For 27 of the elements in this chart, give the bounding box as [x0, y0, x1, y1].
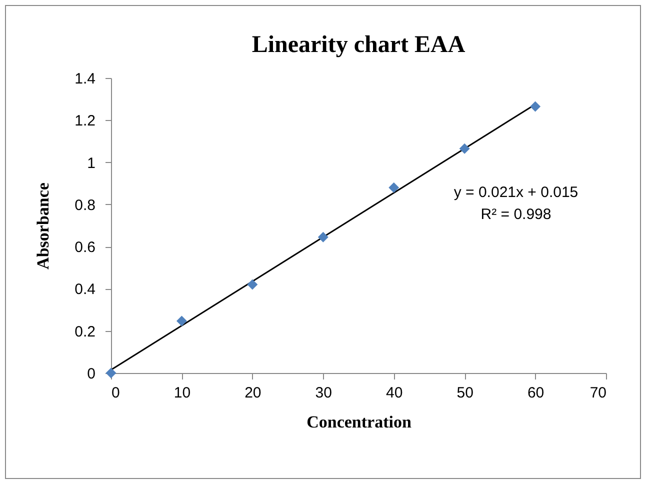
annotation: y = 0.021x + 0.015: [454, 184, 578, 201]
point: [530, 101, 541, 112]
x-tick-label: 20: [244, 384, 262, 402]
annotation: R² = 0.998: [480, 206, 552, 223]
point: [247, 279, 258, 290]
x-tick-label: 50: [456, 384, 474, 402]
x-tick-label: 60: [527, 384, 544, 402]
point: [318, 232, 328, 242]
chart-title: Linearity chart EAA: [252, 32, 466, 58]
x-axis-title: Concentration: [306, 412, 412, 432]
y-tick-label: 1.2: [74, 112, 96, 130]
y-tick-label: 0.6: [74, 239, 96, 256]
x-tick-label: 10: [174, 384, 191, 402]
y-tick-label: 0: [87, 366, 96, 382]
y-tick-label: 0.4: [74, 281, 96, 298]
x-tick-label: 0: [112, 384, 120, 402]
point: [176, 316, 187, 326]
y-tick-label: 0.2: [74, 323, 96, 340]
y-tick-label: 1.4: [74, 70, 96, 88]
y-tick-label: 1: [87, 154, 96, 172]
point: [388, 182, 400, 193]
point: [459, 143, 470, 154]
x-tick-label: 40: [386, 384, 403, 402]
x-tick-label: 30: [315, 384, 332, 402]
y-tick-label: 0.8: [74, 196, 96, 214]
y-axis-title: Absorbance: [34, 182, 53, 270]
x-tick-label: 70: [590, 384, 606, 402]
